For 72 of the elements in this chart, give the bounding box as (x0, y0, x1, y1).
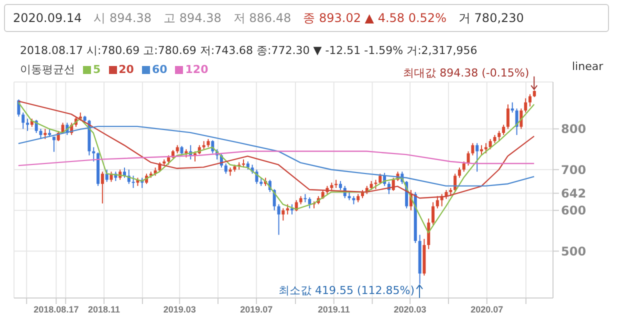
candlestick (224, 163, 228, 174)
candlestick (484, 142, 488, 154)
candlestick (510, 102, 514, 114)
candlestick (308, 196, 312, 209)
candlestick (211, 140, 214, 154)
text: 2018.08.17 시:780.69 고:780.69 저:743.68 종:772.30 ▼ -12.51 -1.59% 거:2,317,956 (20, 43, 478, 58)
y-tick-label: 800 (561, 122, 586, 136)
y-tick-label: 600 (561, 204, 586, 218)
candlestick (515, 108, 518, 136)
x-tick-label: 2020.03 (394, 304, 426, 314)
candlestick (100, 171, 104, 204)
legend-label: 20 (118, 63, 134, 76)
y-tick-label: 500 (561, 244, 586, 258)
candlestick (290, 204, 294, 215)
y-tick-label: 642 (561, 186, 586, 201)
candlestick (454, 173, 457, 193)
candlestick (458, 167, 461, 178)
x-tick-label: 2020.07 (470, 304, 504, 314)
candlestick (122, 167, 126, 178)
candlestick (432, 202, 435, 226)
candlestick (39, 128, 42, 140)
text: 거 780,230 (458, 10, 524, 26)
x-tick-label: 2019.07 (240, 304, 273, 314)
y-tick-label: 700 (561, 162, 586, 177)
x-tick-label: 2019.11 (318, 304, 350, 314)
candlestick (180, 145, 184, 156)
annotation: 최대값 894.38 (-0.15%) (403, 66, 530, 80)
candlestick (132, 175, 135, 188)
candlestick (498, 130, 501, 142)
legend-label: 60 (150, 63, 168, 76)
candlestick (480, 144, 484, 156)
candlestick (34, 119, 38, 134)
candlestick (277, 204, 280, 236)
candlestick (92, 146, 96, 162)
candlestick (528, 94, 532, 107)
candlestick (488, 138, 492, 150)
text: 시 894.38 (94, 10, 152, 26)
candlestick (471, 142, 474, 156)
text: 고 894.38 (164, 10, 222, 26)
legend-title: 이동평균선 (20, 62, 75, 77)
legend-label: 120 (184, 63, 208, 76)
candlestick (22, 112, 25, 130)
candlestick (294, 200, 298, 212)
x-tick-label: 2018.08.17 (34, 304, 79, 314)
candlestick (44, 128, 47, 140)
text: linear (572, 60, 604, 73)
candlestick (462, 160, 466, 172)
line-series (18, 126, 535, 187)
text: 저 886.48 (233, 10, 292, 26)
annotation: 최소값 419.55 (112.85%) (278, 284, 415, 297)
candlestick (524, 98, 528, 114)
x-tick-label: 2018.11 (88, 304, 120, 314)
candlestick (282, 208, 285, 222)
x-tick-label: 2019.03 (163, 304, 196, 314)
candlestick (52, 136, 56, 152)
candlestick (167, 154, 170, 166)
candlestick (26, 118, 30, 132)
candlestick (286, 204, 290, 215)
candlestick (427, 218, 430, 250)
line-series (18, 150, 535, 166)
text: 종 893.02 ▲ 4.58 0.52% (303, 10, 446, 26)
candlestick (520, 108, 523, 130)
candlestick (105, 169, 108, 182)
text: 2020.09.14 (13, 11, 82, 25)
legend-label: 5 (92, 63, 101, 76)
candlestick (436, 196, 439, 209)
candlestick (506, 104, 510, 130)
candlestick (502, 124, 506, 136)
candlestick (374, 179, 378, 190)
candlestick (378, 173, 382, 184)
candlestick (476, 142, 479, 172)
line-series (18, 100, 535, 199)
